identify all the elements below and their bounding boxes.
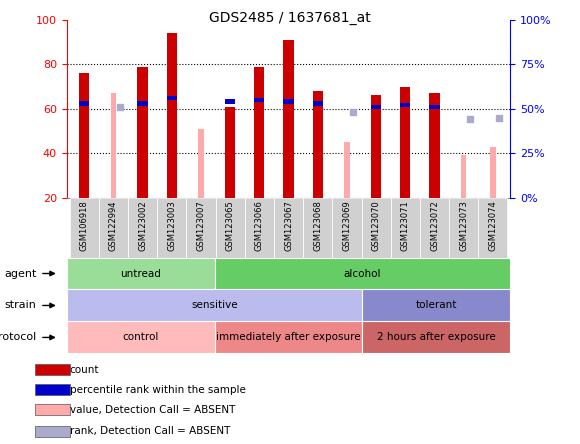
Bar (284, 40, 293, 198)
Bar (35, 426, 70, 437)
Bar (371, 105, 381, 109)
Text: GSM123068: GSM123068 (313, 201, 322, 251)
Text: alcohol: alcohol (344, 269, 381, 278)
Text: untread: untread (120, 269, 161, 278)
Bar (99, 198, 128, 258)
Bar (478, 198, 508, 258)
Text: GDS2485 / 1637681_at: GDS2485 / 1637681_at (209, 11, 371, 25)
Bar (79, 73, 89, 198)
Bar (137, 101, 148, 106)
Text: GSM106918: GSM106918 (79, 201, 89, 251)
Text: GSM123007: GSM123007 (197, 201, 205, 251)
Bar (371, 95, 381, 198)
Text: count: count (70, 365, 99, 375)
Bar (67, 289, 362, 321)
Text: GSM123066: GSM123066 (255, 201, 264, 251)
Text: GSM123070: GSM123070 (372, 201, 380, 251)
Bar (67, 258, 215, 289)
Text: GSM123065: GSM123065 (226, 201, 235, 251)
Bar (245, 198, 274, 258)
Text: GSM123069: GSM123069 (342, 201, 351, 251)
Bar (128, 198, 157, 258)
Bar (449, 198, 478, 258)
Bar (303, 198, 332, 258)
Text: rank, Detection Call = ABSENT: rank, Detection Call = ABSENT (70, 426, 230, 436)
Bar (166, 33, 177, 198)
Bar (157, 198, 186, 258)
Text: sensitive: sensitive (191, 301, 238, 310)
Text: GSM123073: GSM123073 (459, 201, 468, 251)
Bar (215, 321, 362, 353)
Bar (361, 198, 391, 258)
Bar (284, 99, 293, 104)
Text: 2 hours after exposure: 2 hours after exposure (377, 333, 496, 342)
Bar (67, 321, 215, 353)
Bar (362, 321, 510, 353)
Text: control: control (122, 333, 159, 342)
Bar (420, 198, 449, 258)
Bar (400, 87, 411, 198)
Bar (345, 142, 350, 198)
Text: GSM123002: GSM123002 (138, 201, 147, 251)
Bar (79, 101, 89, 106)
Text: tolerant: tolerant (416, 301, 457, 310)
Bar (35, 384, 70, 395)
Text: GSM123072: GSM123072 (430, 201, 439, 251)
Text: value, Detection Call = ABSENT: value, Detection Call = ABSENT (70, 404, 235, 415)
Text: strain: strain (5, 301, 37, 310)
Bar (274, 198, 303, 258)
Bar (35, 404, 70, 415)
Bar (332, 198, 361, 258)
Bar (429, 105, 440, 109)
Bar (429, 93, 440, 198)
Text: GSM122994: GSM122994 (109, 201, 118, 251)
Bar (254, 67, 264, 198)
Bar (313, 91, 323, 198)
Bar (137, 67, 148, 198)
Text: agent: agent (4, 269, 37, 278)
Bar (313, 101, 323, 106)
Text: GSM123003: GSM123003 (167, 201, 176, 251)
Bar (391, 198, 420, 258)
Text: protocol: protocol (0, 333, 37, 342)
Bar (254, 98, 264, 102)
Bar (35, 364, 70, 375)
Bar (362, 289, 510, 321)
Text: immediately after exposure: immediately after exposure (216, 333, 361, 342)
Text: GSM123067: GSM123067 (284, 201, 293, 251)
Bar (111, 93, 116, 198)
Bar (490, 147, 495, 198)
Text: GSM123074: GSM123074 (488, 201, 498, 251)
Bar (225, 107, 235, 198)
Text: GSM123071: GSM123071 (401, 201, 410, 251)
Bar (166, 96, 177, 100)
Bar (400, 103, 411, 107)
Bar (225, 99, 235, 104)
Bar (215, 258, 510, 289)
Bar (461, 155, 466, 198)
Bar (70, 198, 99, 258)
Text: percentile rank within the sample: percentile rank within the sample (70, 385, 245, 395)
Bar (198, 129, 204, 198)
Bar (186, 198, 216, 258)
Bar (216, 198, 245, 258)
